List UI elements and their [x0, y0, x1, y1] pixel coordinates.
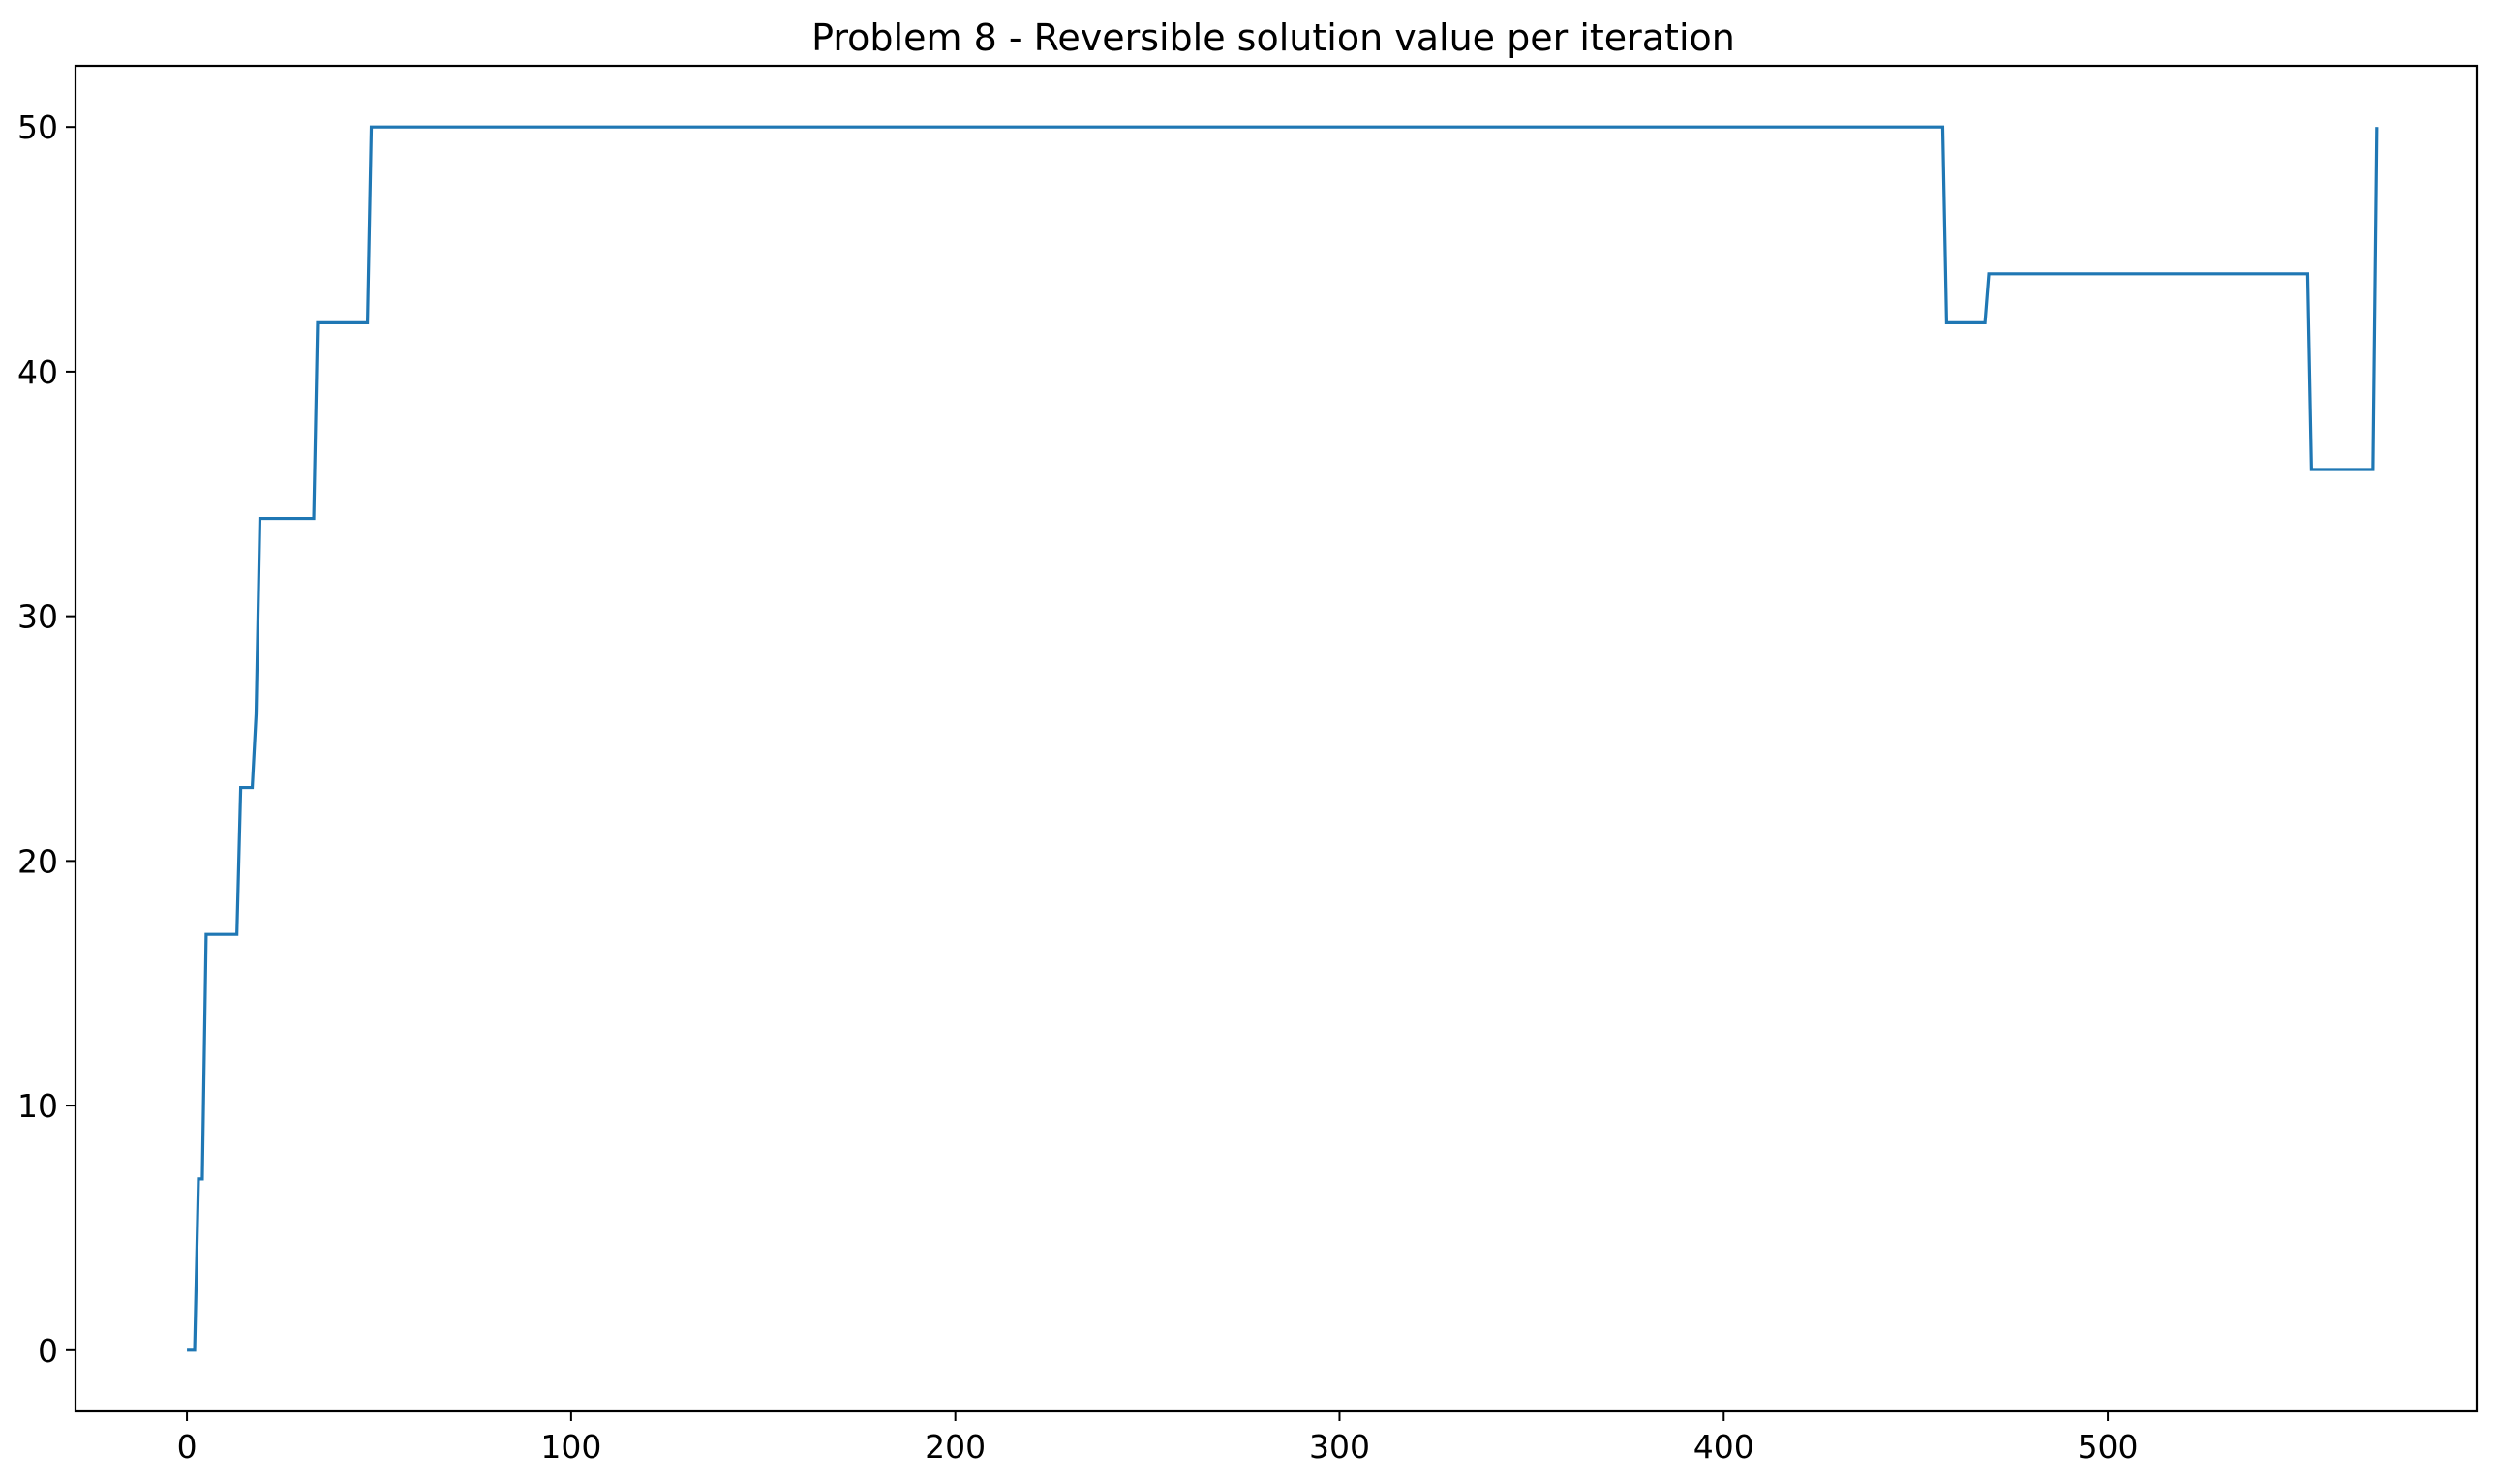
series-line-0 [187, 125, 2379, 1352]
y-tick-label: 10 [17, 1087, 58, 1125]
x-tick-label: 400 [1693, 1428, 1754, 1466]
chart-title: Problem 8 - Reversible solution value pe… [811, 16, 1735, 59]
x-tick-label: 100 [540, 1428, 601, 1466]
y-tick-label: 50 [17, 108, 58, 146]
y-tick-label: 30 [17, 598, 58, 636]
x-tick-label: 500 [2078, 1428, 2139, 1466]
axes-frame [74, 64, 2479, 1413]
axis-ticks: 0 100 200 300 400 500 0 10 20 30 40 50 [17, 108, 2139, 1466]
y-tick-label: 0 [38, 1332, 58, 1370]
y-tick-label: 40 [17, 353, 58, 391]
x-tick-label: 200 [925, 1428, 986, 1466]
x-tick-label: 300 [1309, 1428, 1370, 1466]
y-tick-label: 20 [17, 842, 58, 880]
x-tick-label: 0 [177, 1428, 198, 1466]
plot-area [187, 125, 2379, 1352]
